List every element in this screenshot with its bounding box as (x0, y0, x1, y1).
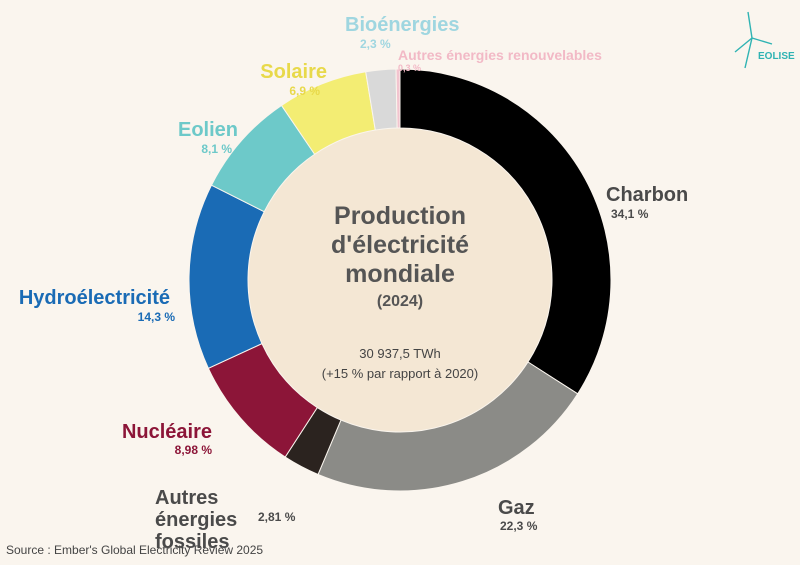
value-label: 2,3 % (360, 37, 391, 51)
chart-subtitle: (2024) (376, 293, 424, 310)
legend-label: Nucléaire (121, 421, 212, 443)
donut-center (248, 128, 552, 432)
legend-label: Eolien (177, 119, 238, 141)
value-label: 34,1 % (611, 207, 649, 221)
slice (395, 68, 401, 129)
value-label: 8,98 % (174, 443, 212, 457)
logo-icon (734, 11, 773, 69)
logo: EOLISE (758, 51, 795, 62)
legend-label: Gaz (498, 497, 535, 519)
value-label: 6,9 % (289, 84, 320, 98)
legend-label: Solaire (260, 61, 327, 83)
value-label: 8,1 % (201, 142, 232, 156)
value-label: 14,3 % (137, 310, 175, 324)
legend-label: Hydroélectricité (18, 287, 170, 309)
source: Source : Ember's Global Electricity Revi… (6, 543, 264, 557)
legend-label: Charbon (606, 184, 689, 206)
chart-title: Production d'électricité mondiale (331, 202, 469, 288)
annotation: 30 937,5 TWh (359, 346, 441, 361)
legend-label: Bioénergies (345, 14, 460, 36)
slice (399, 68, 612, 395)
legend-label: Autres énergies fossiles (155, 487, 238, 553)
value-label: 0,3 % (398, 63, 422, 73)
value-label: 2,81 % (258, 510, 296, 524)
value-label: 22,3 % (500, 519, 538, 533)
legend-label: Autres énergies renouvelables (398, 47, 602, 63)
annotation: (+15 % par rapport à 2020) (321, 366, 479, 381)
